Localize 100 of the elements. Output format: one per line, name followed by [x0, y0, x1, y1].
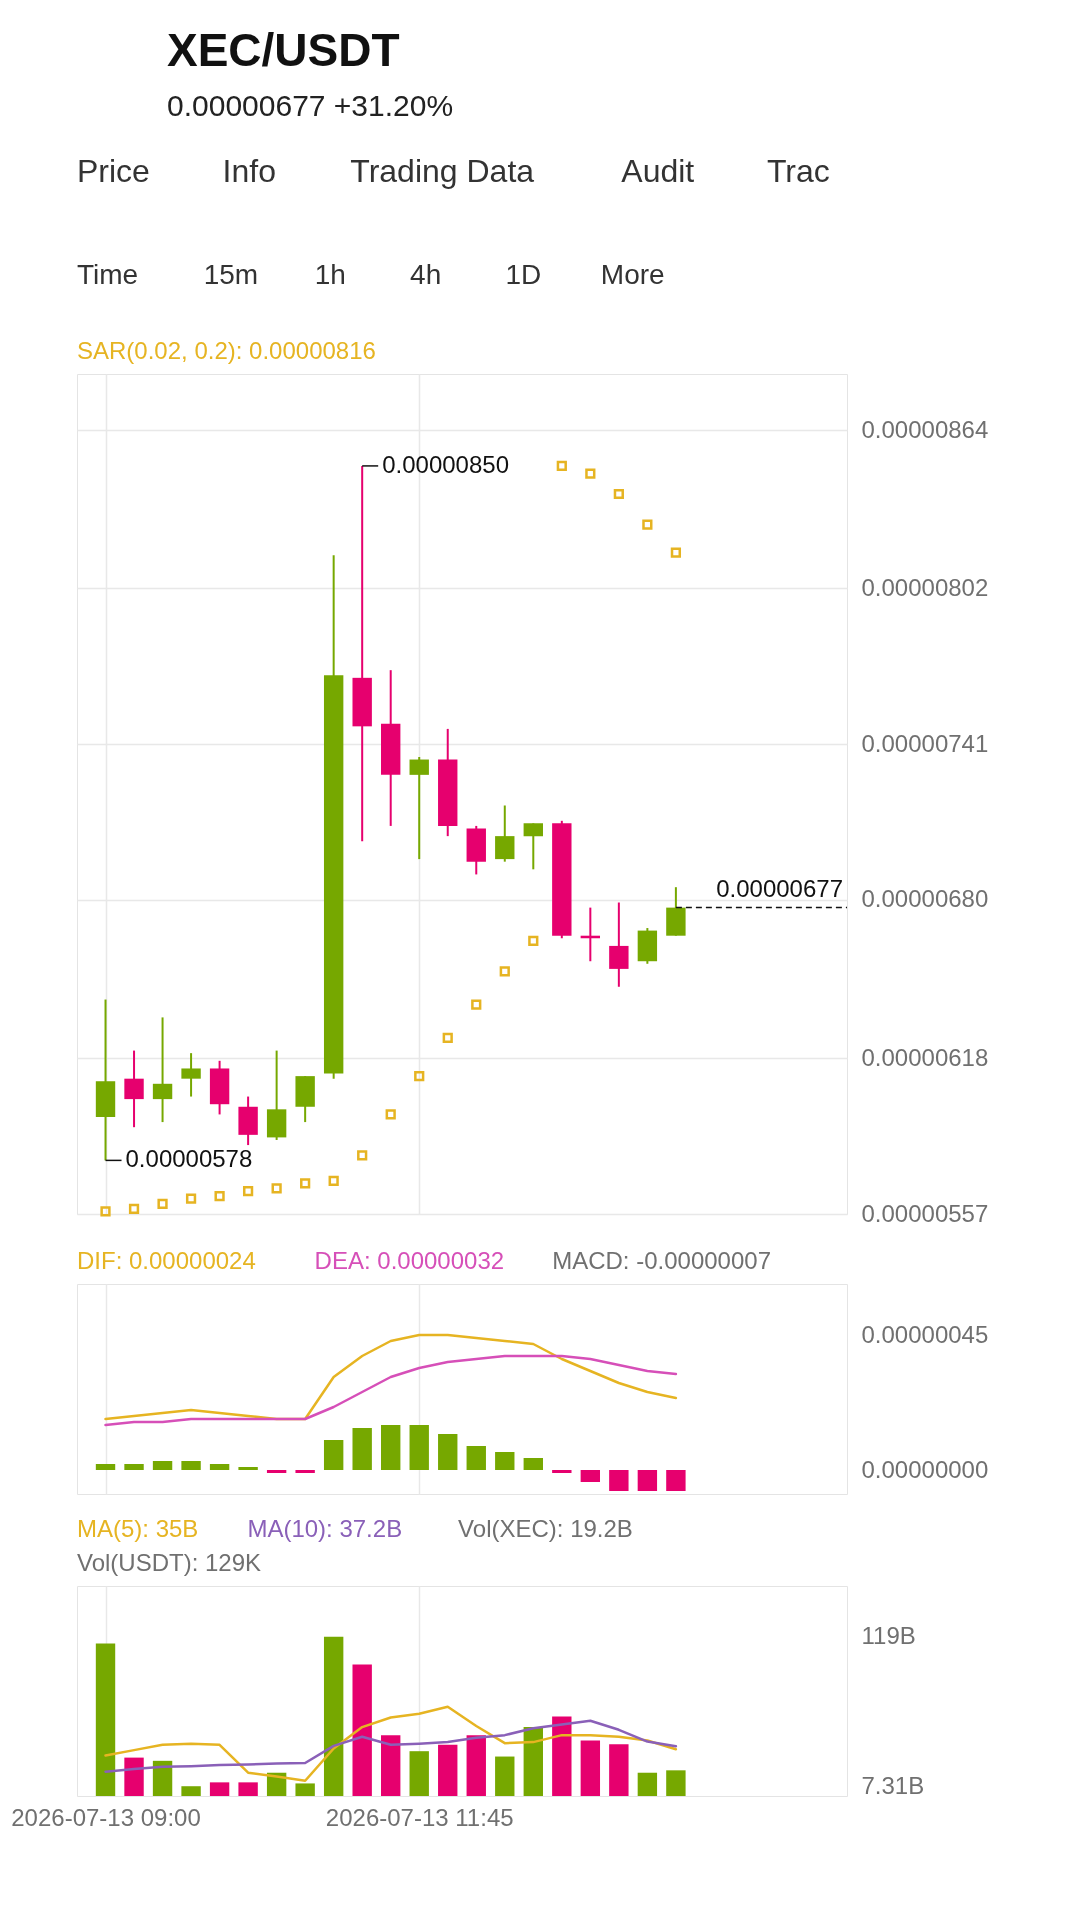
y-tick-label: 0.00000864	[861, 415, 989, 443]
bar	[609, 1744, 629, 1796]
bar	[438, 1434, 458, 1470]
bar	[637, 1772, 658, 1796]
point	[642, 519, 653, 530]
ref-line-label: 0.00000677	[716, 874, 843, 902]
bar	[495, 1452, 515, 1470]
bar	[552, 1470, 572, 1473]
bar	[238, 1782, 258, 1796]
bar	[95, 1643, 116, 1796]
line-series	[104, 1719, 678, 1773]
bar	[181, 1786, 201, 1796]
point	[214, 1191, 225, 1202]
bar	[523, 1727, 543, 1796]
line-series	[104, 1354, 678, 1427]
bar	[552, 1716, 572, 1796]
text: MA(10): 37.2B	[247, 1515, 403, 1542]
text: Time	[77, 259, 139, 290]
point	[528, 935, 539, 946]
candlestick	[609, 901, 629, 988]
bar	[124, 1757, 144, 1796]
annotation: 0.00000578	[125, 1145, 253, 1173]
point	[471, 999, 482, 1010]
y-tick-label: 0.00000000	[861, 1455, 989, 1483]
text: XEC/USDT	[167, 24, 400, 76]
y-tick-label: 0.00000045	[861, 1320, 989, 1348]
bar	[323, 1440, 344, 1470]
candlestick	[523, 822, 543, 871]
y-tick-label: 0.00000557	[861, 1199, 989, 1227]
text: MACD: -0.00000007	[552, 1247, 771, 1274]
text: Audit	[621, 153, 695, 189]
bar	[466, 1735, 486, 1796]
y-tick-label: 119B	[861, 1622, 916, 1650]
x-tick-label: 2026-07-13 11:45	[325, 1803, 514, 1831]
point	[499, 966, 510, 977]
bar	[209, 1782, 230, 1796]
bar	[523, 1458, 543, 1470]
line-series	[104, 1705, 678, 1782]
bar	[352, 1664, 372, 1796]
bar	[409, 1751, 429, 1796]
text: MA(5): 35B	[77, 1515, 199, 1542]
point	[157, 1198, 168, 1209]
bar	[152, 1461, 173, 1470]
text: Vol(XEC): 19.2B	[458, 1515, 633, 1542]
candlestick	[181, 1052, 201, 1098]
bar	[409, 1425, 429, 1470]
bar	[666, 1470, 686, 1491]
point	[414, 1071, 425, 1082]
bar	[295, 1470, 315, 1473]
text: Price	[77, 153, 150, 189]
candlestick	[124, 1049, 144, 1129]
bar	[209, 1464, 230, 1470]
annotation: 0.00000850	[382, 450, 509, 478]
bar	[381, 1425, 401, 1470]
bar	[124, 1464, 144, 1470]
point	[585, 468, 596, 479]
text: Trac	[766, 153, 830, 189]
point	[613, 488, 624, 500]
bar	[238, 1467, 258, 1470]
line-series	[104, 1333, 678, 1421]
bar	[466, 1446, 486, 1470]
bar	[666, 1770, 686, 1796]
bar	[295, 1783, 315, 1796]
bar	[323, 1636, 344, 1796]
y-tick-label: 7.31B	[861, 1771, 925, 1799]
x-tick-label: 2026-07-13 09:00	[11, 1803, 201, 1831]
y-tick-label: 0.00000680	[861, 885, 989, 913]
point	[128, 1203, 140, 1215]
point	[556, 460, 567, 472]
bar	[381, 1735, 401, 1796]
bar	[580, 1470, 601, 1482]
bar	[495, 1756, 515, 1796]
text: 1D	[505, 259, 542, 290]
point	[242, 1185, 254, 1197]
bar	[181, 1461, 201, 1470]
bar	[580, 1740, 601, 1796]
point	[100, 1206, 111, 1217]
bar	[438, 1744, 458, 1796]
point	[385, 1109, 396, 1120]
point	[357, 1150, 368, 1161]
text: SAR(0.02, 0.2): 0.00000816	[77, 337, 376, 364]
y-tick-label: 0.00000741	[861, 729, 989, 757]
text: 1h	[314, 259, 346, 290]
text: DEA: 0.00000032	[314, 1247, 505, 1274]
bar	[352, 1428, 372, 1470]
bar	[152, 1760, 173, 1796]
point	[185, 1193, 197, 1204]
point	[442, 1032, 453, 1043]
text: 4h	[410, 259, 442, 290]
candlestick	[409, 755, 429, 861]
text: 0.00000677 +31.20%	[167, 89, 454, 122]
candlestick	[495, 804, 515, 863]
candlestick	[152, 1016, 173, 1124]
y-tick-label: 0.00000802	[861, 573, 989, 601]
bar	[266, 1470, 287, 1473]
text: 15m	[203, 259, 259, 290]
text: Vol(USDT): 129K	[77, 1549, 262, 1576]
text: Info	[222, 153, 276, 189]
bar	[637, 1470, 658, 1491]
point	[300, 1178, 311, 1189]
